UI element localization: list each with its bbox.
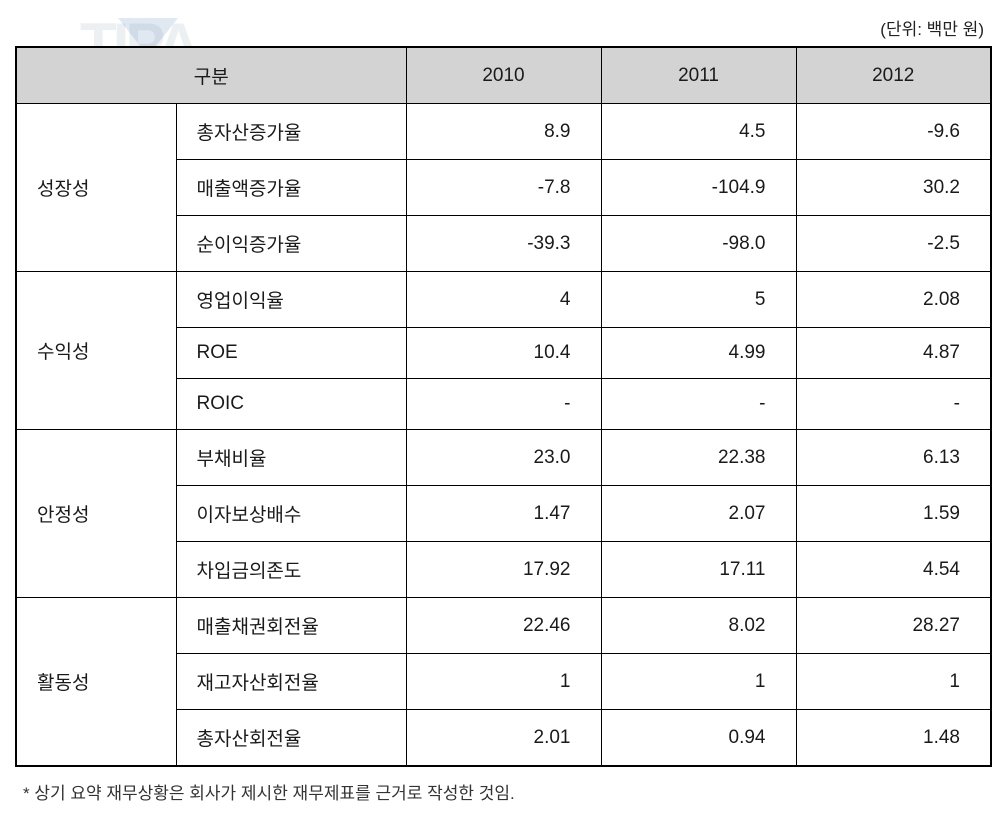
category-cell: 활동성 xyxy=(16,598,176,767)
unit-label: (단위: 백만 원) xyxy=(15,15,992,40)
header-category: 구분 xyxy=(16,47,406,104)
value-cell: 4.54 xyxy=(796,542,991,598)
metric-cell: 총자산증가율 xyxy=(176,104,406,160)
value-cell: 28.27 xyxy=(796,598,991,654)
value-cell: 17.11 xyxy=(601,542,796,598)
header-row: 구분 2010 2011 2012 xyxy=(16,47,991,104)
metric-cell: 차입금의존도 xyxy=(176,542,406,598)
value-cell: 4.5 xyxy=(601,104,796,160)
header-year-0: 2010 xyxy=(406,47,601,104)
value-cell: -39.3 xyxy=(406,216,601,272)
metric-cell: 매출액증가율 xyxy=(176,160,406,216)
value-cell: 1 xyxy=(406,654,601,710)
value-cell: -7.8 xyxy=(406,160,601,216)
value-cell: 23.0 xyxy=(406,430,601,486)
metric-cell: 재고자산회전율 xyxy=(176,654,406,710)
table-row: 안정성부채비율23.022.386.13 xyxy=(16,430,991,486)
header-year-2: 2012 xyxy=(796,47,991,104)
metric-cell: 이자보상배수 xyxy=(176,486,406,542)
table-row: 수익성영업이익율452.08 xyxy=(16,272,991,328)
metric-cell: 총자산회전율 xyxy=(176,710,406,767)
metric-cell: 부채비율 xyxy=(176,430,406,486)
value-cell: - xyxy=(601,379,796,430)
value-cell: 1.47 xyxy=(406,486,601,542)
metric-cell: 순이익증가율 xyxy=(176,216,406,272)
value-cell: -104.9 xyxy=(601,160,796,216)
value-cell: 17.92 xyxy=(406,542,601,598)
metric-cell: ROE xyxy=(176,328,406,379)
value-cell: -98.0 xyxy=(601,216,796,272)
value-cell: 2.07 xyxy=(601,486,796,542)
footnote-text: * 상기 요약 재무상황은 회사가 제시한 재무제표를 근거로 작성한 것임. xyxy=(15,779,992,804)
value-cell: 6.13 xyxy=(796,430,991,486)
header-year-1: 2011 xyxy=(601,47,796,104)
value-cell: 4.99 xyxy=(601,328,796,379)
table-row: 성장성총자산증가율8.94.5-9.6 xyxy=(16,104,991,160)
value-cell: - xyxy=(406,379,601,430)
value-cell: 22.38 xyxy=(601,430,796,486)
table-body: 성장성총자산증가율8.94.5-9.6매출액증가율-7.8-104.930.2순… xyxy=(16,104,991,767)
metric-cell: ROIC xyxy=(176,379,406,430)
value-cell: 2.08 xyxy=(796,272,991,328)
value-cell: -9.6 xyxy=(796,104,991,160)
value-cell: 8.9 xyxy=(406,104,601,160)
value-cell: 4.87 xyxy=(796,328,991,379)
value-cell: 1.48 xyxy=(796,710,991,767)
value-cell: -2.5 xyxy=(796,216,991,272)
value-cell: 10.4 xyxy=(406,328,601,379)
category-cell: 수익성 xyxy=(16,272,176,430)
category-cell: 성장성 xyxy=(16,104,176,272)
value-cell: 5 xyxy=(601,272,796,328)
value-cell: 30.2 xyxy=(796,160,991,216)
value-cell: 22.46 xyxy=(406,598,601,654)
category-cell: 안정성 xyxy=(16,430,176,598)
financial-table: 구분 2010 2011 2012 성장성총자산증가율8.94.5-9.6매출액… xyxy=(15,46,992,767)
value-cell: 0.94 xyxy=(601,710,796,767)
value-cell: 1 xyxy=(796,654,991,710)
metric-cell: 영업이익율 xyxy=(176,272,406,328)
metric-cell: 매출채권회전율 xyxy=(176,598,406,654)
value-cell: 4 xyxy=(406,272,601,328)
value-cell: 8.02 xyxy=(601,598,796,654)
value-cell: - xyxy=(796,379,991,430)
value-cell: 1 xyxy=(601,654,796,710)
value-cell: 2.01 xyxy=(406,710,601,767)
value-cell: 1.59 xyxy=(796,486,991,542)
table-row: 활동성매출채권회전율22.468.0228.27 xyxy=(16,598,991,654)
